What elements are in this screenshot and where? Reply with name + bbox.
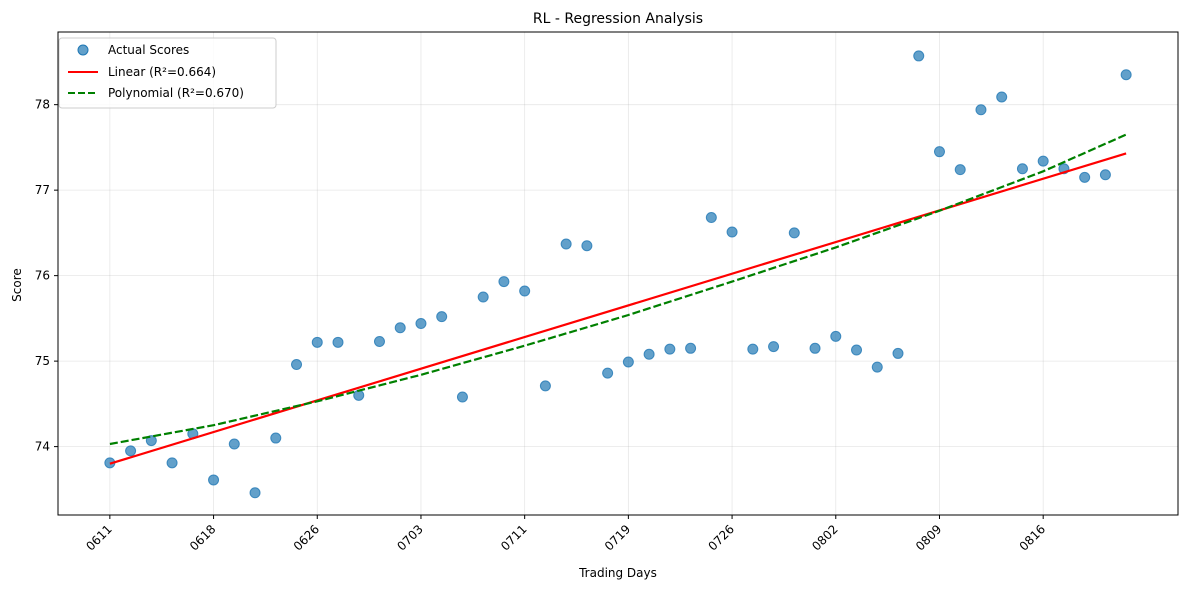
scatter-point (291, 359, 303, 371)
scatter-point (1016, 163, 1028, 175)
y-tick-label: 75 (35, 354, 50, 368)
x-tick-label: 0726 (706, 522, 737, 553)
y-axis: 74 75 76 77 78 (35, 98, 58, 454)
scatter-point (145, 435, 157, 447)
legend-label-polynomial: Polynomial (R²=0.670) (108, 86, 244, 100)
x-tick-label: 0711 (498, 522, 529, 553)
scatter-point (166, 457, 178, 469)
scatter-point (1120, 69, 1132, 81)
legend-box (58, 37, 277, 109)
y-tick-label: 77 (35, 183, 50, 197)
scatter-point (747, 343, 759, 355)
scatter-point (913, 50, 925, 62)
x-tick-label: 0809 (913, 522, 944, 553)
scatter-point (456, 391, 468, 403)
x-tick-label: 0719 (602, 522, 633, 553)
scatter-point (332, 336, 344, 348)
scatter-point (1037, 155, 1049, 167)
scatter-point (705, 212, 717, 224)
scatter-point (560, 238, 572, 250)
scatter-point (1099, 169, 1111, 181)
x-tick-label: 0618 (187, 522, 218, 553)
scatter-point (270, 432, 282, 444)
scatter-point (768, 341, 780, 353)
scatter-point (373, 335, 385, 347)
scatter-point (664, 343, 676, 355)
scatter-point (208, 474, 220, 486)
chart-title: RL - Regression Analysis (533, 11, 703, 27)
y-tick-label: 76 (35, 269, 50, 283)
scatter-point (519, 285, 531, 297)
scatter-point (125, 445, 137, 457)
x-axis: 0611 0618 0626 0703 0711 0719 0726 0802 0809 0816 (83, 515, 1048, 554)
scatter-point (788, 227, 800, 239)
scatter-point (685, 342, 697, 354)
x-tick-label: 0703 (394, 522, 425, 553)
scatter-point (892, 347, 904, 359)
scatter-point (851, 344, 863, 356)
scatter-point (477, 291, 489, 303)
x-tick-label: 0802 (809, 522, 840, 553)
scatter-point (311, 336, 323, 348)
x-tick-label: 0611 (83, 522, 114, 553)
x-axis-label: Trading Days (578, 566, 657, 580)
series-layer (104, 50, 1132, 499)
legend-marker-actual (77, 44, 89, 56)
scatter-point (602, 367, 614, 379)
y-tick-label: 78 (35, 98, 50, 112)
scatter-point (871, 361, 883, 373)
legend-label-linear: Linear (R²=0.664) (108, 65, 216, 79)
scatter-point (539, 380, 551, 392)
scatter-point (249, 487, 261, 499)
scatter-point (228, 438, 240, 450)
scatter-point (415, 318, 427, 330)
scatter-point (996, 91, 1008, 103)
scatter-point (933, 146, 945, 158)
scatter-point (436, 311, 448, 323)
y-axis-label: Score (10, 268, 24, 302)
legend-label-actual: Actual Scores (108, 43, 189, 57)
scatter-point (975, 104, 987, 116)
scatter-point (830, 330, 842, 342)
legend: Actual Scores Linear (R²=0.664) Polynomi… (58, 37, 277, 109)
scatter-point (498, 276, 510, 288)
scatter-point (643, 348, 655, 360)
scatter-point (581, 240, 593, 252)
scatter-point (726, 226, 738, 238)
plot-frame (57, 31, 1179, 516)
scatter-point (809, 342, 821, 354)
x-tick-label: 0626 (291, 522, 322, 553)
linear-fit-line (109, 152, 1127, 465)
scatter-point (622, 356, 634, 368)
polynomial-fit-line (109, 133, 1127, 446)
y-tick-label: 74 (35, 440, 50, 454)
scatter-point (954, 164, 966, 176)
scatter-point (394, 322, 406, 334)
x-tick-label: 0816 (1017, 522, 1048, 553)
scatter-point (1079, 171, 1091, 183)
